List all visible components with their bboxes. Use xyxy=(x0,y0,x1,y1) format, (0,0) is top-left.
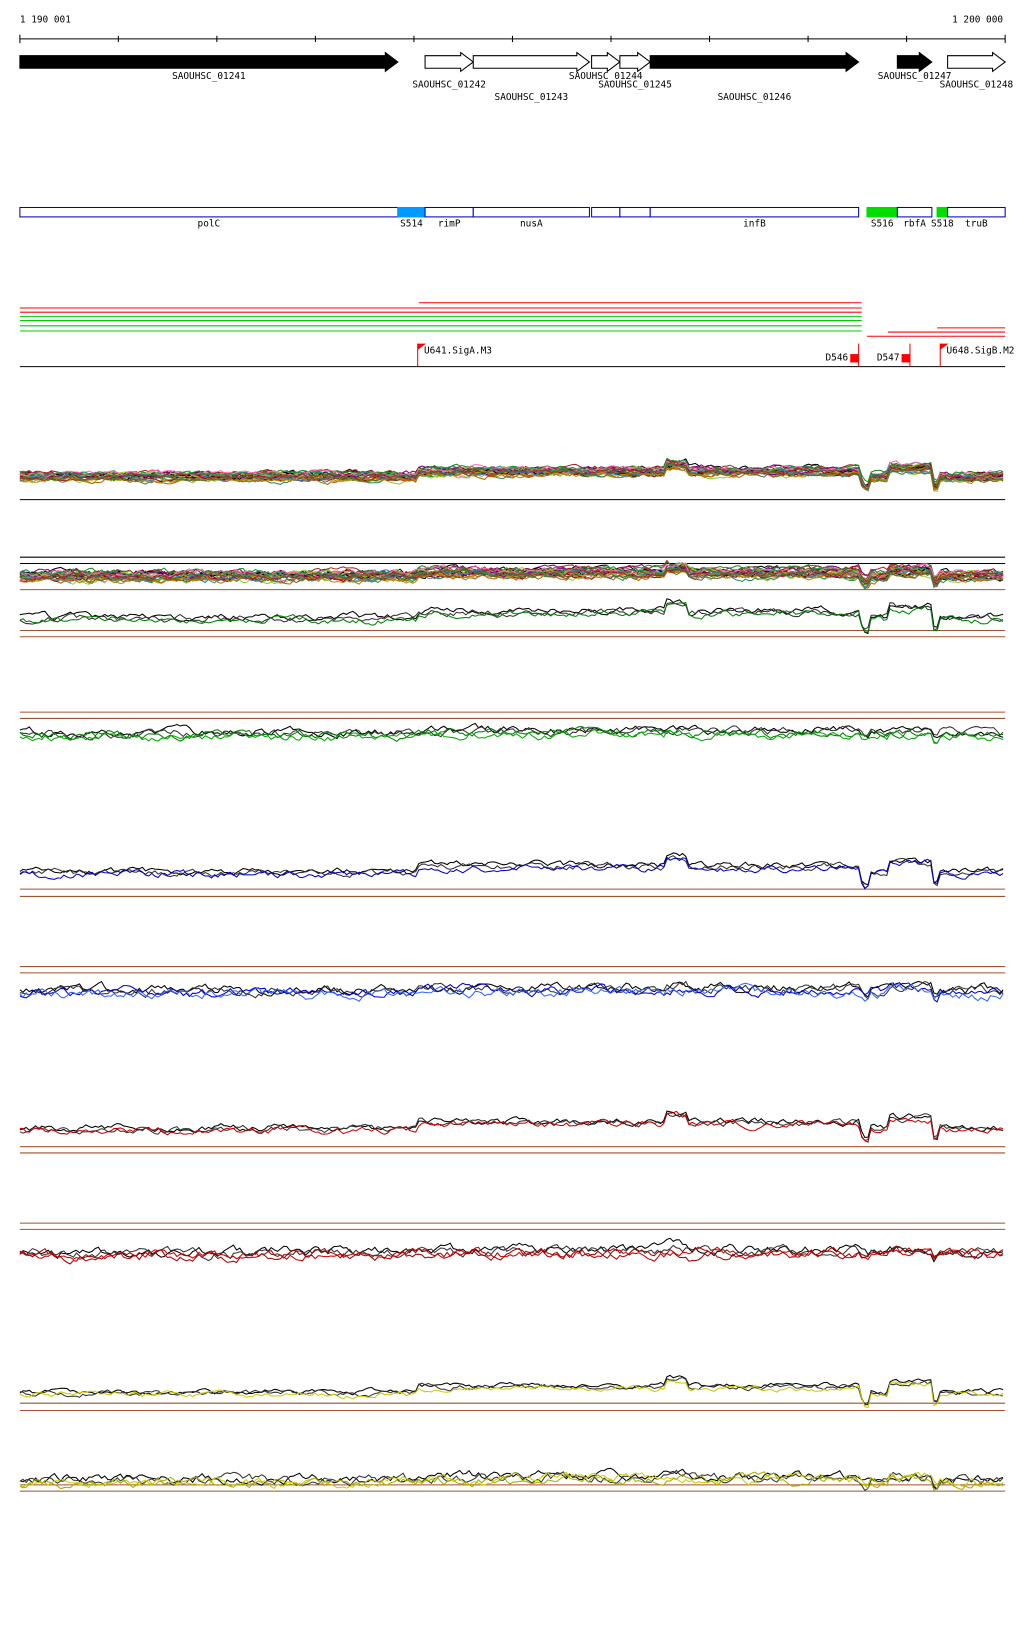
feature-label: rimP xyxy=(438,219,461,230)
expression-line xyxy=(19,855,1004,890)
expression-line xyxy=(19,1243,1004,1262)
feature-box xyxy=(472,206,590,218)
expression-line xyxy=(19,725,1004,741)
promoter-label: D547 xyxy=(877,353,900,364)
start-coordinate: 1 190 001 xyxy=(20,15,71,26)
gene-arrow xyxy=(424,51,475,73)
end-coordinate: 1 200 000 xyxy=(952,15,1003,26)
expression-line xyxy=(19,856,1004,890)
expression-line xyxy=(19,463,1004,491)
gene-label: SAOUHSC_01241 xyxy=(172,71,246,82)
expression-line xyxy=(19,569,1004,585)
promoter-label: D546 xyxy=(826,353,849,364)
expression-line xyxy=(19,852,1004,886)
feature-label: infB xyxy=(743,219,766,230)
feature-label: S516 xyxy=(871,219,894,230)
expression-line xyxy=(19,1469,1004,1492)
expression-line xyxy=(19,1237,1004,1263)
promoter-flag xyxy=(901,354,910,363)
expression-line xyxy=(19,459,1004,488)
expression-line xyxy=(19,461,1004,489)
gene-arrow xyxy=(619,51,652,73)
expression-line xyxy=(19,728,1004,744)
gene-label: SAOUHSC_01248 xyxy=(940,79,1014,90)
expression-line xyxy=(19,460,1004,488)
gene-label: SAOUHSC_01242 xyxy=(412,79,486,90)
gene-label: SAOUHSC_01247 xyxy=(878,71,952,82)
expression-line xyxy=(19,602,1004,633)
gene-arrow xyxy=(896,51,933,73)
feature-label: rbfA xyxy=(903,219,926,230)
gene-arrow xyxy=(947,51,1007,73)
gene-label: SAOUHSC_01246 xyxy=(718,92,792,103)
expression-line xyxy=(19,1380,1004,1409)
feature-label: truB xyxy=(965,219,988,230)
gene-label: SAOUHSC_01244 xyxy=(569,71,643,82)
expression-line xyxy=(19,1374,1004,1406)
expression-line xyxy=(19,1376,1004,1405)
feature-label: nusA xyxy=(520,219,543,230)
feature-label: S514 xyxy=(400,219,423,230)
feature-box xyxy=(896,206,933,218)
promoter-flag xyxy=(417,343,427,350)
expression-line xyxy=(19,722,1004,740)
expression-line xyxy=(19,1112,1004,1143)
expression-line xyxy=(19,463,1004,490)
expression-line xyxy=(19,567,1004,585)
promoter-flag xyxy=(850,354,859,363)
gene-arrow xyxy=(649,51,860,73)
expression-line xyxy=(19,1245,1004,1262)
expression-line xyxy=(19,564,1004,583)
promoter-label: U641.SigA.M3 xyxy=(424,345,492,356)
feature-box xyxy=(424,206,474,218)
gene-arrow xyxy=(19,51,399,73)
feature-box xyxy=(936,206,949,218)
feature-box xyxy=(649,206,860,218)
gene-label: SAOUHSC_01243 xyxy=(495,92,569,103)
expression-line xyxy=(19,567,1004,587)
feature-box xyxy=(397,206,426,218)
feature-box xyxy=(19,206,399,218)
feature-box xyxy=(619,206,651,218)
expression-line xyxy=(19,1110,1004,1142)
gene-label: SAOUHSC_01245 xyxy=(598,79,672,90)
expression-line xyxy=(19,564,1004,583)
expression-line xyxy=(19,982,1004,1003)
feature-label: S518 xyxy=(931,219,954,230)
feature-box xyxy=(591,206,621,218)
expression-line xyxy=(19,602,1004,632)
gene-arrow xyxy=(591,51,621,73)
expression-line xyxy=(19,982,1004,1003)
gene-arrow xyxy=(472,51,591,73)
expression-line xyxy=(19,1110,1004,1141)
feature-box xyxy=(866,206,898,218)
feature-box xyxy=(947,206,1006,218)
feature-label: polC xyxy=(198,219,221,230)
expression-line xyxy=(19,1247,1004,1265)
promoter-label: U648.SigB.M2 xyxy=(947,345,1015,356)
expression-line xyxy=(19,1471,1004,1491)
